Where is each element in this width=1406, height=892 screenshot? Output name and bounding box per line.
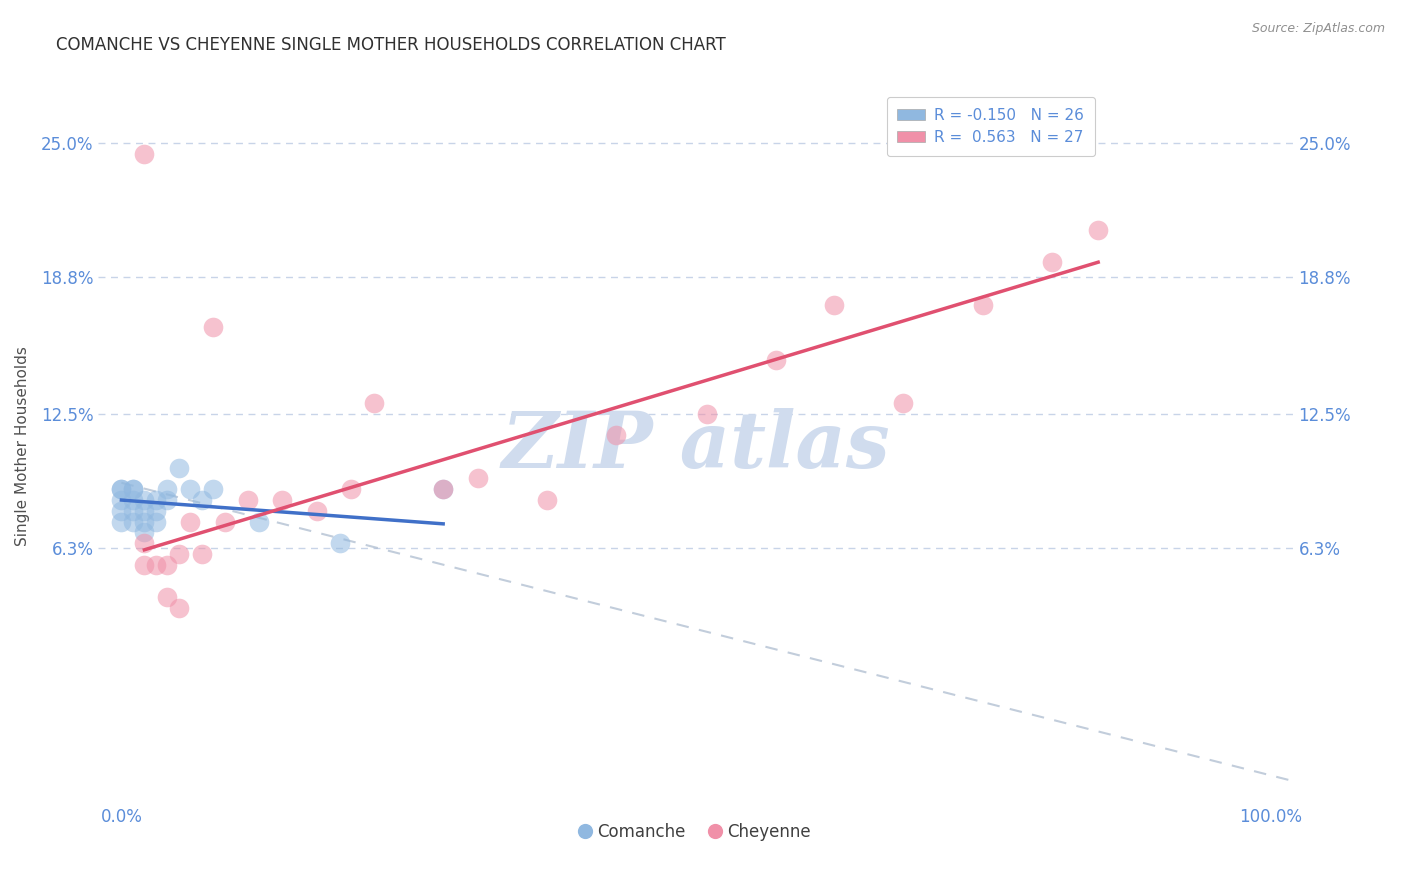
Point: [122, 504, 145, 518]
Point: [110, 504, 132, 518]
Point: [122, 515, 145, 529]
Point: [134, 504, 156, 518]
Point: [340, 482, 363, 496]
Point: [167, 547, 190, 561]
Point: [134, 515, 156, 529]
Text: ZIP atlas: ZIP atlas: [502, 408, 890, 484]
Point: [305, 504, 328, 518]
Point: [329, 536, 352, 550]
Point: [110, 493, 132, 508]
Point: [145, 558, 167, 572]
Point: [1040, 255, 1063, 269]
Point: [134, 536, 156, 550]
Point: [247, 515, 270, 529]
Point: [536, 493, 558, 508]
Point: [271, 493, 294, 508]
Point: [156, 493, 179, 508]
Point: [191, 493, 214, 508]
Point: [432, 482, 454, 496]
Point: [156, 482, 179, 496]
Point: [122, 482, 145, 496]
Point: [179, 515, 201, 529]
Point: [167, 460, 190, 475]
Point: [145, 515, 167, 529]
Point: [191, 547, 214, 561]
Point: [122, 493, 145, 508]
Point: [765, 352, 787, 367]
Point: [134, 147, 156, 161]
Point: [214, 515, 236, 529]
Point: [134, 558, 156, 572]
Point: [179, 482, 201, 496]
Point: [202, 482, 225, 496]
Point: [145, 493, 167, 508]
Point: [696, 407, 718, 421]
Y-axis label: Single Mother Households: Single Mother Households: [15, 346, 30, 546]
Point: [605, 428, 627, 442]
Point: [467, 471, 489, 485]
Point: [110, 482, 132, 496]
Point: [156, 558, 179, 572]
Point: [363, 396, 385, 410]
Text: COMANCHE VS CHEYENNE SINGLE MOTHER HOUSEHOLDS CORRELATION CHART: COMANCHE VS CHEYENNE SINGLE MOTHER HOUSE…: [56, 36, 725, 54]
Point: [1087, 223, 1109, 237]
Text: Source: ZipAtlas.com: Source: ZipAtlas.com: [1251, 22, 1385, 36]
Point: [236, 493, 259, 508]
Point: [972, 298, 994, 312]
Point: [202, 320, 225, 334]
Point: [110, 515, 132, 529]
Point: [145, 504, 167, 518]
Point: [134, 525, 156, 540]
Point: [110, 482, 132, 496]
Point: [823, 298, 845, 312]
Legend: Comanche, Cheyenne: Comanche, Cheyenne: [574, 817, 818, 848]
Point: [122, 482, 145, 496]
Point: [167, 601, 190, 615]
Point: [134, 493, 156, 508]
Point: [156, 591, 179, 605]
Point: [432, 482, 454, 496]
Point: [891, 396, 914, 410]
